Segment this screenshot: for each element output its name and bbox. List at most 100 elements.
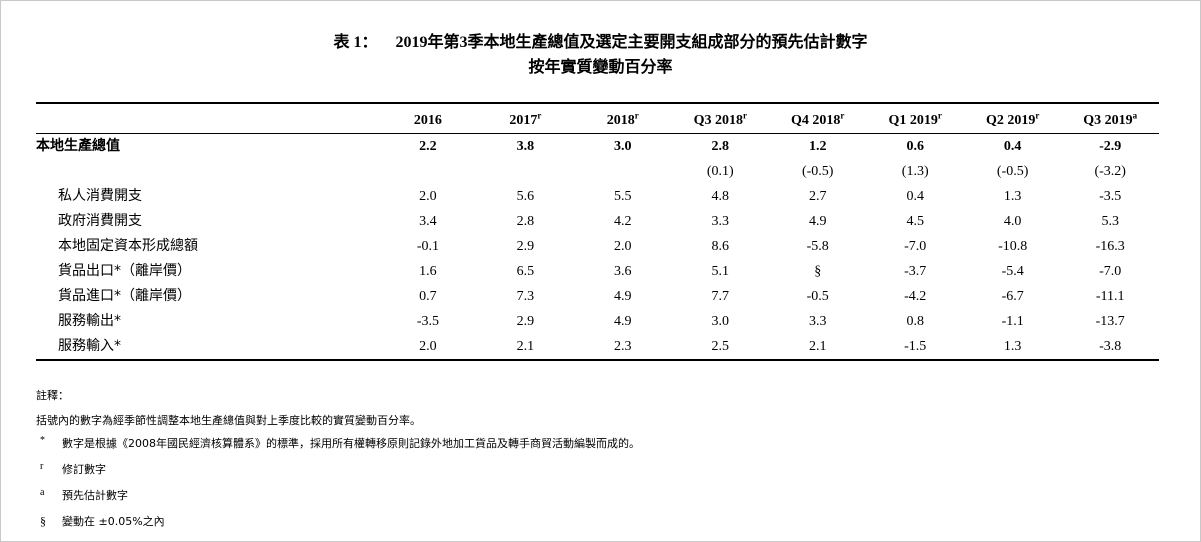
- table-cell: (1.3): [901, 164, 929, 179]
- column-header: Q4 2018r: [769, 102, 867, 134]
- table-cell: 5.1: [711, 264, 730, 279]
- note-text: 預先估計數字: [62, 489, 128, 502]
- row-label: 服務輸入*: [36, 334, 380, 361]
- table-number: 表 1：: [333, 34, 378, 51]
- column-header: 2017r: [476, 102, 575, 134]
- gdp-table: 2016 2017r 2018r Q3 2018r Q4 2018r Q1 20…: [36, 102, 1159, 361]
- table-cell: 1.3: [1003, 189, 1022, 204]
- table-cell: 2.1: [769, 334, 867, 361]
- table-cell: 1.3: [963, 334, 1062, 361]
- table-cell: -10.8: [998, 239, 1028, 254]
- table-cell: 3.3: [808, 314, 827, 329]
- table-row: 政府消費開支 3.4 2.8 4.2 3.3 4.9 4.5 4.0 5.3: [36, 209, 1159, 234]
- table-cell: 4.5: [906, 214, 924, 229]
- table-row: 本地固定資本形成總額 -0.1 2.9 2.0 8.6 -5.8 -7.0 -1…: [36, 234, 1159, 259]
- table-cell: 4.2: [614, 214, 632, 229]
- table-cell: 2.8: [711, 139, 730, 154]
- header-row: 2016 2017r 2018r Q3 2018r Q4 2018r Q1 20…: [36, 102, 1159, 134]
- table-cell: 4.9: [614, 289, 632, 304]
- table-cell: -5.8: [806, 239, 829, 254]
- table-cell: (-3.2): [1094, 164, 1126, 179]
- table-cell: -13.7: [1095, 314, 1125, 329]
- column-header: Q3 2018r: [671, 102, 769, 134]
- table-cell: 1.6: [419, 264, 437, 279]
- note-symbol: r: [40, 461, 44, 472]
- table-cell: 4.8: [711, 189, 730, 204]
- table-cell: 1.2: [808, 139, 827, 154]
- table-cell: 8.6: [711, 239, 730, 254]
- gdp-row: 本地生產總值 2.2 3.8 3.0 2.8 1.2 0.6 0.4 -2.9: [36, 134, 1159, 160]
- table-cell: 0.6: [906, 139, 924, 154]
- table-cell: 3.0: [711, 314, 730, 329]
- table-row: 私人消費開支 2.0 5.6 5.5 4.8 2.7 0.4 1.3 -3.5: [36, 184, 1159, 209]
- table-cell: 0.8: [906, 314, 924, 329]
- table-cell: 5.6: [516, 189, 535, 204]
- note-item: a 預先估計數字: [36, 487, 128, 503]
- table-cell: -3.5: [1099, 189, 1122, 204]
- table-cell: 0.4: [906, 189, 924, 204]
- table-cell: (-0.5): [801, 164, 834, 179]
- table-cell: -16.3: [1095, 239, 1125, 254]
- table-row: 貨品出口*（離岸價） 1.6 6.5 3.6 5.1 § -3.7 -5.4 -…: [36, 259, 1159, 284]
- table-cell: -1.1: [1001, 314, 1024, 329]
- column-header: Q1 2019r: [866, 102, 964, 134]
- note-item: * 數字是根據《2008年國民經濟核算體系》的標準，採用所有權轉移原則記錄外地加工…: [36, 435, 640, 451]
- note-item: § 變動在 ±0.05%之內: [36, 513, 165, 529]
- table-cell: -4.2: [904, 289, 927, 304]
- table-cell: -0.1: [416, 239, 439, 254]
- table-cell: -3.8: [1061, 334, 1159, 361]
- table-cell: 0.4: [1003, 139, 1022, 154]
- table-cell: 5.3: [1101, 214, 1119, 229]
- table-row: 服務輸入* 2.0 2.1 2.3 2.5 2.1 -1.5 1.3 -3.8: [36, 334, 1159, 361]
- table-cell: 3.4: [419, 214, 437, 229]
- table-cell: 2.3: [574, 334, 672, 361]
- table-cell: [574, 159, 671, 184]
- table-cell: 3.0: [614, 139, 632, 154]
- title-main: 2019年第3季本地生產總值及選定主要開支組成部分的預先估計數字: [395, 34, 868, 51]
- table-cell: -3.7: [904, 264, 927, 279]
- table-cell: [477, 159, 574, 184]
- table-cell: 3.8: [516, 139, 535, 154]
- table-cell: (0.1): [706, 164, 734, 179]
- row-label: 本地生產總值: [36, 138, 120, 154]
- table-cell: 2.7: [808, 189, 827, 204]
- table-cell: 2.0: [379, 334, 477, 361]
- table-cell: 7.3: [516, 289, 535, 304]
- table-cell: -11.1: [1095, 289, 1125, 304]
- table-subtitle: 按年實質變動百分率: [528, 59, 673, 76]
- table-cell: -7.0: [1099, 264, 1122, 279]
- table-cell: 2.9: [516, 314, 535, 329]
- note-text: 數字是根據《2008年國民經濟核算體系》的標準，採用所有權轉移原則記錄外地加工貨…: [62, 437, 640, 450]
- header-blank: [36, 102, 380, 134]
- row-label: 私人消費開支: [58, 188, 142, 204]
- note-symbol: §: [40, 514, 46, 528]
- row-label: 貨品出口*（離岸價）: [58, 263, 191, 279]
- table-cell: -2.9: [1099, 139, 1122, 154]
- notes-heading: 註釋：: [36, 389, 69, 402]
- table-cell: 7.7: [711, 289, 730, 304]
- table-cell: [379, 159, 476, 184]
- column-header: 2016: [379, 102, 477, 134]
- table-cell: -3.5: [416, 314, 439, 329]
- table-cell: -1.5: [866, 334, 964, 361]
- table-cell: 2.1: [476, 334, 575, 361]
- note-symbol: a: [40, 487, 45, 498]
- table-cell: -6.7: [1001, 289, 1024, 304]
- row-label: 本地固定資本形成總額: [58, 238, 198, 254]
- table-cell: 2.0: [419, 189, 437, 204]
- note-symbol: *: [40, 435, 45, 446]
- table-cell: 2.0: [614, 239, 632, 254]
- table-cell: 2.9: [516, 239, 535, 254]
- column-header: 2018r: [574, 102, 672, 134]
- note-text: 變動在 ±0.05%之內: [62, 515, 165, 528]
- table-cell: 4.9: [614, 314, 632, 329]
- note-text: 修訂數字: [62, 463, 106, 476]
- table-cell: 4.9: [808, 214, 827, 229]
- table-cell: (-0.5): [996, 164, 1029, 179]
- table-cell: -5.4: [1001, 264, 1024, 279]
- column-header: Q3 2019a: [1061, 102, 1159, 134]
- table-cell: 0.7: [419, 289, 437, 304]
- table-row: 貨品進口*（離岸價） 0.7 7.3 4.9 7.7 -0.5 -4.2 -6.…: [36, 284, 1159, 309]
- table-cell: 2.5: [671, 334, 769, 361]
- table-cell: §: [814, 264, 822, 279]
